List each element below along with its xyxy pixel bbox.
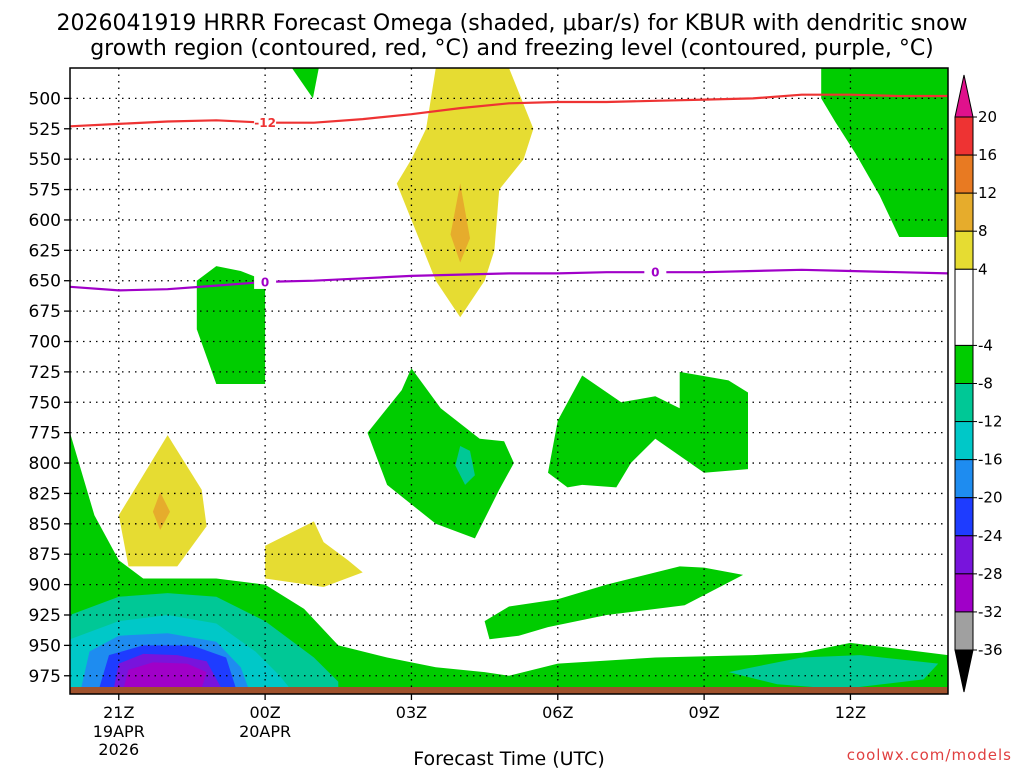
colorbar-band-7 [954,421,974,461]
chart-title: 2026041919 HRRR Forecast Omega (shaded, … [56,11,967,61]
x-tick-date-00Z: 20APR [239,722,291,741]
chart-title-line-2: growth region (contoured, red, °C) and f… [90,36,934,61]
colorbar-label-4: 4 [978,260,988,278]
omega-region-upper-yellow-column [396,68,534,318]
colorbar-label--8: -8 [978,375,993,393]
colorbar-band-0 [954,116,974,156]
colorbar-band-11 [954,573,974,613]
omega-region-upper-orange-core [450,183,470,263]
omega-region-bl-teal-right [728,655,939,690]
y-tick-label-850: 850 [29,515,61,535]
y-tick-label-725: 725 [29,363,61,383]
colorbar-label--24: -24 [978,527,1003,545]
contour-freezing-level-0 [70,268,948,292]
x-tick-label-03Z: 03Z [396,703,427,722]
ground-surface [70,687,948,694]
colorbar-label--36: -36 [978,641,1003,659]
colorbar: 20 16 12 8 4 -4 -8 -12 -16 -20 -24 -28 -32 -36 [954,74,1003,693]
x-tick-label-21Z: 21Z [103,703,134,722]
y-tick-label-925: 925 [29,606,61,626]
omega-region-upper-right-green [821,68,948,237]
colorbar-label--12: -12 [978,413,1003,431]
colorbar-band-8 [954,459,974,499]
x-tick-label-00Z: 00Z [249,703,280,722]
colorbar-label--16: -16 [978,451,1003,469]
omega-region-low-yellow-center [265,521,363,587]
omega-region-teal-core-03z [455,446,475,485]
x-tick-date-21Z: 19APR [93,722,145,741]
y-axis: 500 525 550 575 600 625 650 675 700 725 750 775 800 8… [29,89,70,687]
y-tick-label-900: 900 [29,576,61,596]
omega-region-bl-violet [123,662,207,688]
omega-region-low-orange-left [152,492,170,530]
y-tick-label-825: 825 [29,484,61,504]
x-tick-label-06Z: 06Z [542,703,573,722]
y-tick-label-950: 950 [29,636,61,656]
contour-label-freezing-level-0-1: 0 [651,266,659,280]
x-tick-label-09Z: 09Z [688,703,719,722]
omega-region-midlevel-green-blob [196,266,266,384]
colorbar-max-triangle [954,74,974,118]
y-tick-label-525: 525 [29,120,61,140]
omega-region-top-green-tip [291,68,319,99]
colorbar-band-1 [954,154,974,194]
colorbar-label--28: -28 [978,565,1003,583]
x-tick-label-12Z: 12Z [835,703,866,722]
omega-region-green-blob-06z [548,371,748,488]
colorbar-label-20: 20 [978,108,997,126]
colorbar-label--20: -20 [978,489,1003,507]
y-tick-label-575: 575 [29,181,61,201]
chart-title-line-1: 2026041919 HRRR Forecast Omega (shaded, … [56,11,967,36]
plot-frame [69,67,949,695]
omega-shading [70,68,948,694]
colorbar-min-triangle [954,649,974,693]
colorbar-band-5 [954,344,974,384]
contour-label-bg-dendritic-growth-minus12-0 [254,115,277,130]
x-axis-label: Forecast Time (UTC) [413,748,604,768]
omega-region-boundary-layer-green [70,432,948,694]
x-tick-year-21Z: 2026 [98,740,139,759]
contour-dendritic-growth-minus12 [70,93,948,128]
omega-region-green-blob-low-05z [484,566,744,640]
colorbar-band-9 [954,497,974,537]
y-tick-label-800: 800 [29,454,61,474]
colorbar-label--4: -4 [978,336,993,354]
y-tick-label-625: 625 [29,241,61,261]
contour-label-freezing-level-0-0: 0 [261,275,269,289]
y-tick-label-650: 650 [29,272,61,292]
omega-region-green-blob-03z [367,368,514,539]
grid-lines [70,68,948,694]
y-tick-label-750: 750 [29,393,61,413]
contour-label-bg-freezing-level-0-0 [254,274,277,289]
colorbar-band-3 [954,230,974,270]
colorbar-band-2 [954,192,974,232]
colorbar-band-10 [954,535,974,575]
colorbar-band-6 [954,383,974,423]
temperature-contours: -12 0 0 [70,93,948,292]
colorbar-label-16: 16 [978,146,997,164]
y-tick-label-675: 675 [29,302,61,322]
y-tick-label-700: 700 [29,332,61,352]
y-tick-label-775: 775 [29,424,61,444]
colorbar-band-4 [954,268,974,346]
y-tick-label-550: 550 [29,150,61,170]
contour-label-dendritic-growth-minus12-0: -12 [254,116,276,130]
colorbar-band-12 [954,611,974,651]
credit-text[interactable]: coolwx.com/models [847,746,1012,764]
colorbar-label--32: -32 [978,603,1003,621]
contour-label-bg-freezing-level-0-1 [644,265,667,280]
y-tick-label-975: 975 [29,667,61,687]
y-tick-label-600: 600 [29,211,61,231]
colorbar-label-12: 12 [978,184,997,202]
y-tick-label-500: 500 [29,89,61,109]
y-tick-label-875: 875 [29,545,61,565]
colorbar-label-8: 8 [978,222,988,240]
